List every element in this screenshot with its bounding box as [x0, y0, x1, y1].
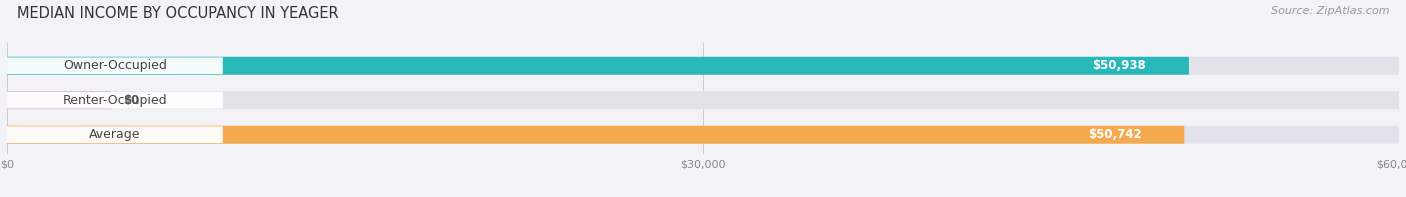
Text: Average: Average [89, 128, 141, 141]
FancyBboxPatch shape [7, 57, 222, 74]
FancyBboxPatch shape [7, 57, 1399, 75]
Text: Owner-Occupied: Owner-Occupied [63, 59, 167, 72]
FancyBboxPatch shape [7, 92, 222, 109]
Text: $0: $0 [124, 94, 139, 107]
FancyBboxPatch shape [7, 57, 1188, 75]
Text: MEDIAN INCOME BY OCCUPANCY IN YEAGER: MEDIAN INCOME BY OCCUPANCY IN YEAGER [17, 6, 339, 21]
FancyBboxPatch shape [1045, 127, 1184, 143]
Text: Renter-Occupied: Renter-Occupied [63, 94, 167, 107]
FancyBboxPatch shape [7, 126, 1399, 144]
Text: Source: ZipAtlas.com: Source: ZipAtlas.com [1271, 6, 1389, 16]
Text: $50,938: $50,938 [1092, 59, 1146, 72]
FancyBboxPatch shape [7, 91, 1399, 109]
Text: $50,742: $50,742 [1088, 128, 1142, 141]
FancyBboxPatch shape [1049, 58, 1188, 74]
FancyBboxPatch shape [7, 91, 111, 109]
FancyBboxPatch shape [7, 126, 1184, 144]
FancyBboxPatch shape [7, 126, 222, 143]
